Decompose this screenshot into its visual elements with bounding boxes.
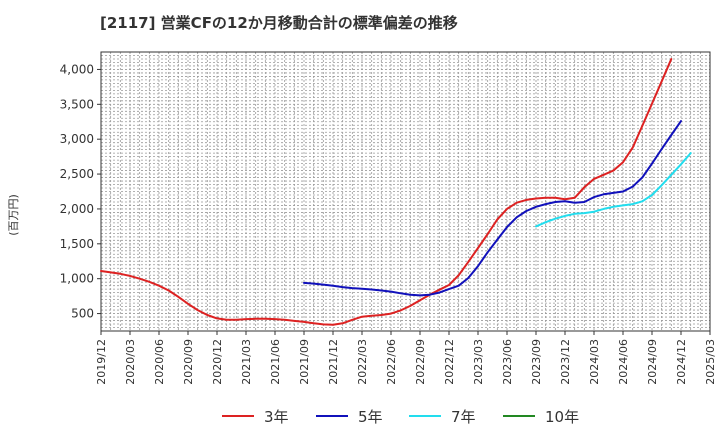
y-axis-label-text: (百万円) — [7, 194, 20, 236]
x-tick-label: 2023/06 — [501, 339, 514, 385]
chart-legend: 3年 5年 7年 10年 — [0, 402, 720, 430]
y-tick-label: 2,500 — [60, 167, 94, 181]
x-tick-label: 2022/03 — [356, 339, 369, 385]
x-tick-label: 2021/09 — [298, 339, 311, 385]
x-tick-label: 2023/09 — [530, 339, 543, 385]
legend-item: 5年 — [316, 402, 383, 430]
x-tick-label: 2024/09 — [646, 339, 659, 385]
x-tick-label: 2022/12 — [443, 339, 456, 385]
x-tick-label: 2024/12 — [675, 339, 688, 385]
y-axis-label: (百万円) — [7, 194, 20, 236]
x-tick-label: 2022/09 — [414, 339, 427, 385]
x-tick-label: 2021/12 — [327, 339, 340, 385]
x-tick-label: 2022/06 — [385, 339, 398, 385]
y-tick-label: 3,500 — [60, 97, 94, 111]
x-tick-label: 2020/03 — [124, 339, 137, 385]
plot-frame — [100, 51, 711, 332]
x-tick-label: 2025/03 — [704, 339, 717, 385]
legend-label: 7年 — [451, 407, 476, 426]
legend-label: 5年 — [358, 407, 383, 426]
x-tick-label: 2020/09 — [182, 339, 195, 385]
y-tick-label: 500 — [71, 307, 94, 321]
x-tick-label: 2024/06 — [617, 339, 630, 385]
x-tick-label: 2023/12 — [559, 339, 572, 385]
legend-item: 7年 — [409, 402, 476, 430]
x-tick-label: 2020/12 — [211, 339, 224, 385]
legend-swatch — [222, 415, 254, 417]
series-line-3年 — [100, 58, 673, 326]
legend-swatch — [503, 415, 535, 417]
chart-plot: 500 1,000 1,500 2,000 2,500 3,000 3,500 4,000 20… — [60, 51, 717, 385]
series-line-5年 — [303, 120, 682, 297]
y-tick-label: 1,500 — [60, 237, 94, 251]
chart-title: [2117] 営業CFの12か月移動合計の標準偏差の推移 — [100, 14, 458, 32]
y-tick-label: 1,000 — [60, 272, 94, 286]
legend-swatch — [409, 415, 441, 417]
x-tick-label: 2019/12 — [95, 339, 108, 385]
y-tick-label: 2,000 — [60, 202, 94, 216]
x-tick-label: 2024/03 — [588, 339, 601, 385]
x-tick-label: 2021/06 — [269, 339, 282, 385]
legend-label: 10年 — [545, 407, 580, 426]
legend-swatch — [316, 415, 348, 417]
y-tick-label: 3,000 — [60, 132, 94, 146]
legend-item: 3年 — [222, 402, 289, 430]
x-tick-label: 2020/06 — [153, 339, 166, 385]
legend-label: 3年 — [264, 407, 289, 426]
x-tick-label: 2023/03 — [472, 339, 485, 385]
y-tick-label: 4,000 — [60, 62, 94, 76]
legend-item: 10年 — [503, 402, 579, 430]
series-line-7年 — [535, 152, 692, 228]
x-tick-label: 2021/03 — [240, 339, 253, 385]
